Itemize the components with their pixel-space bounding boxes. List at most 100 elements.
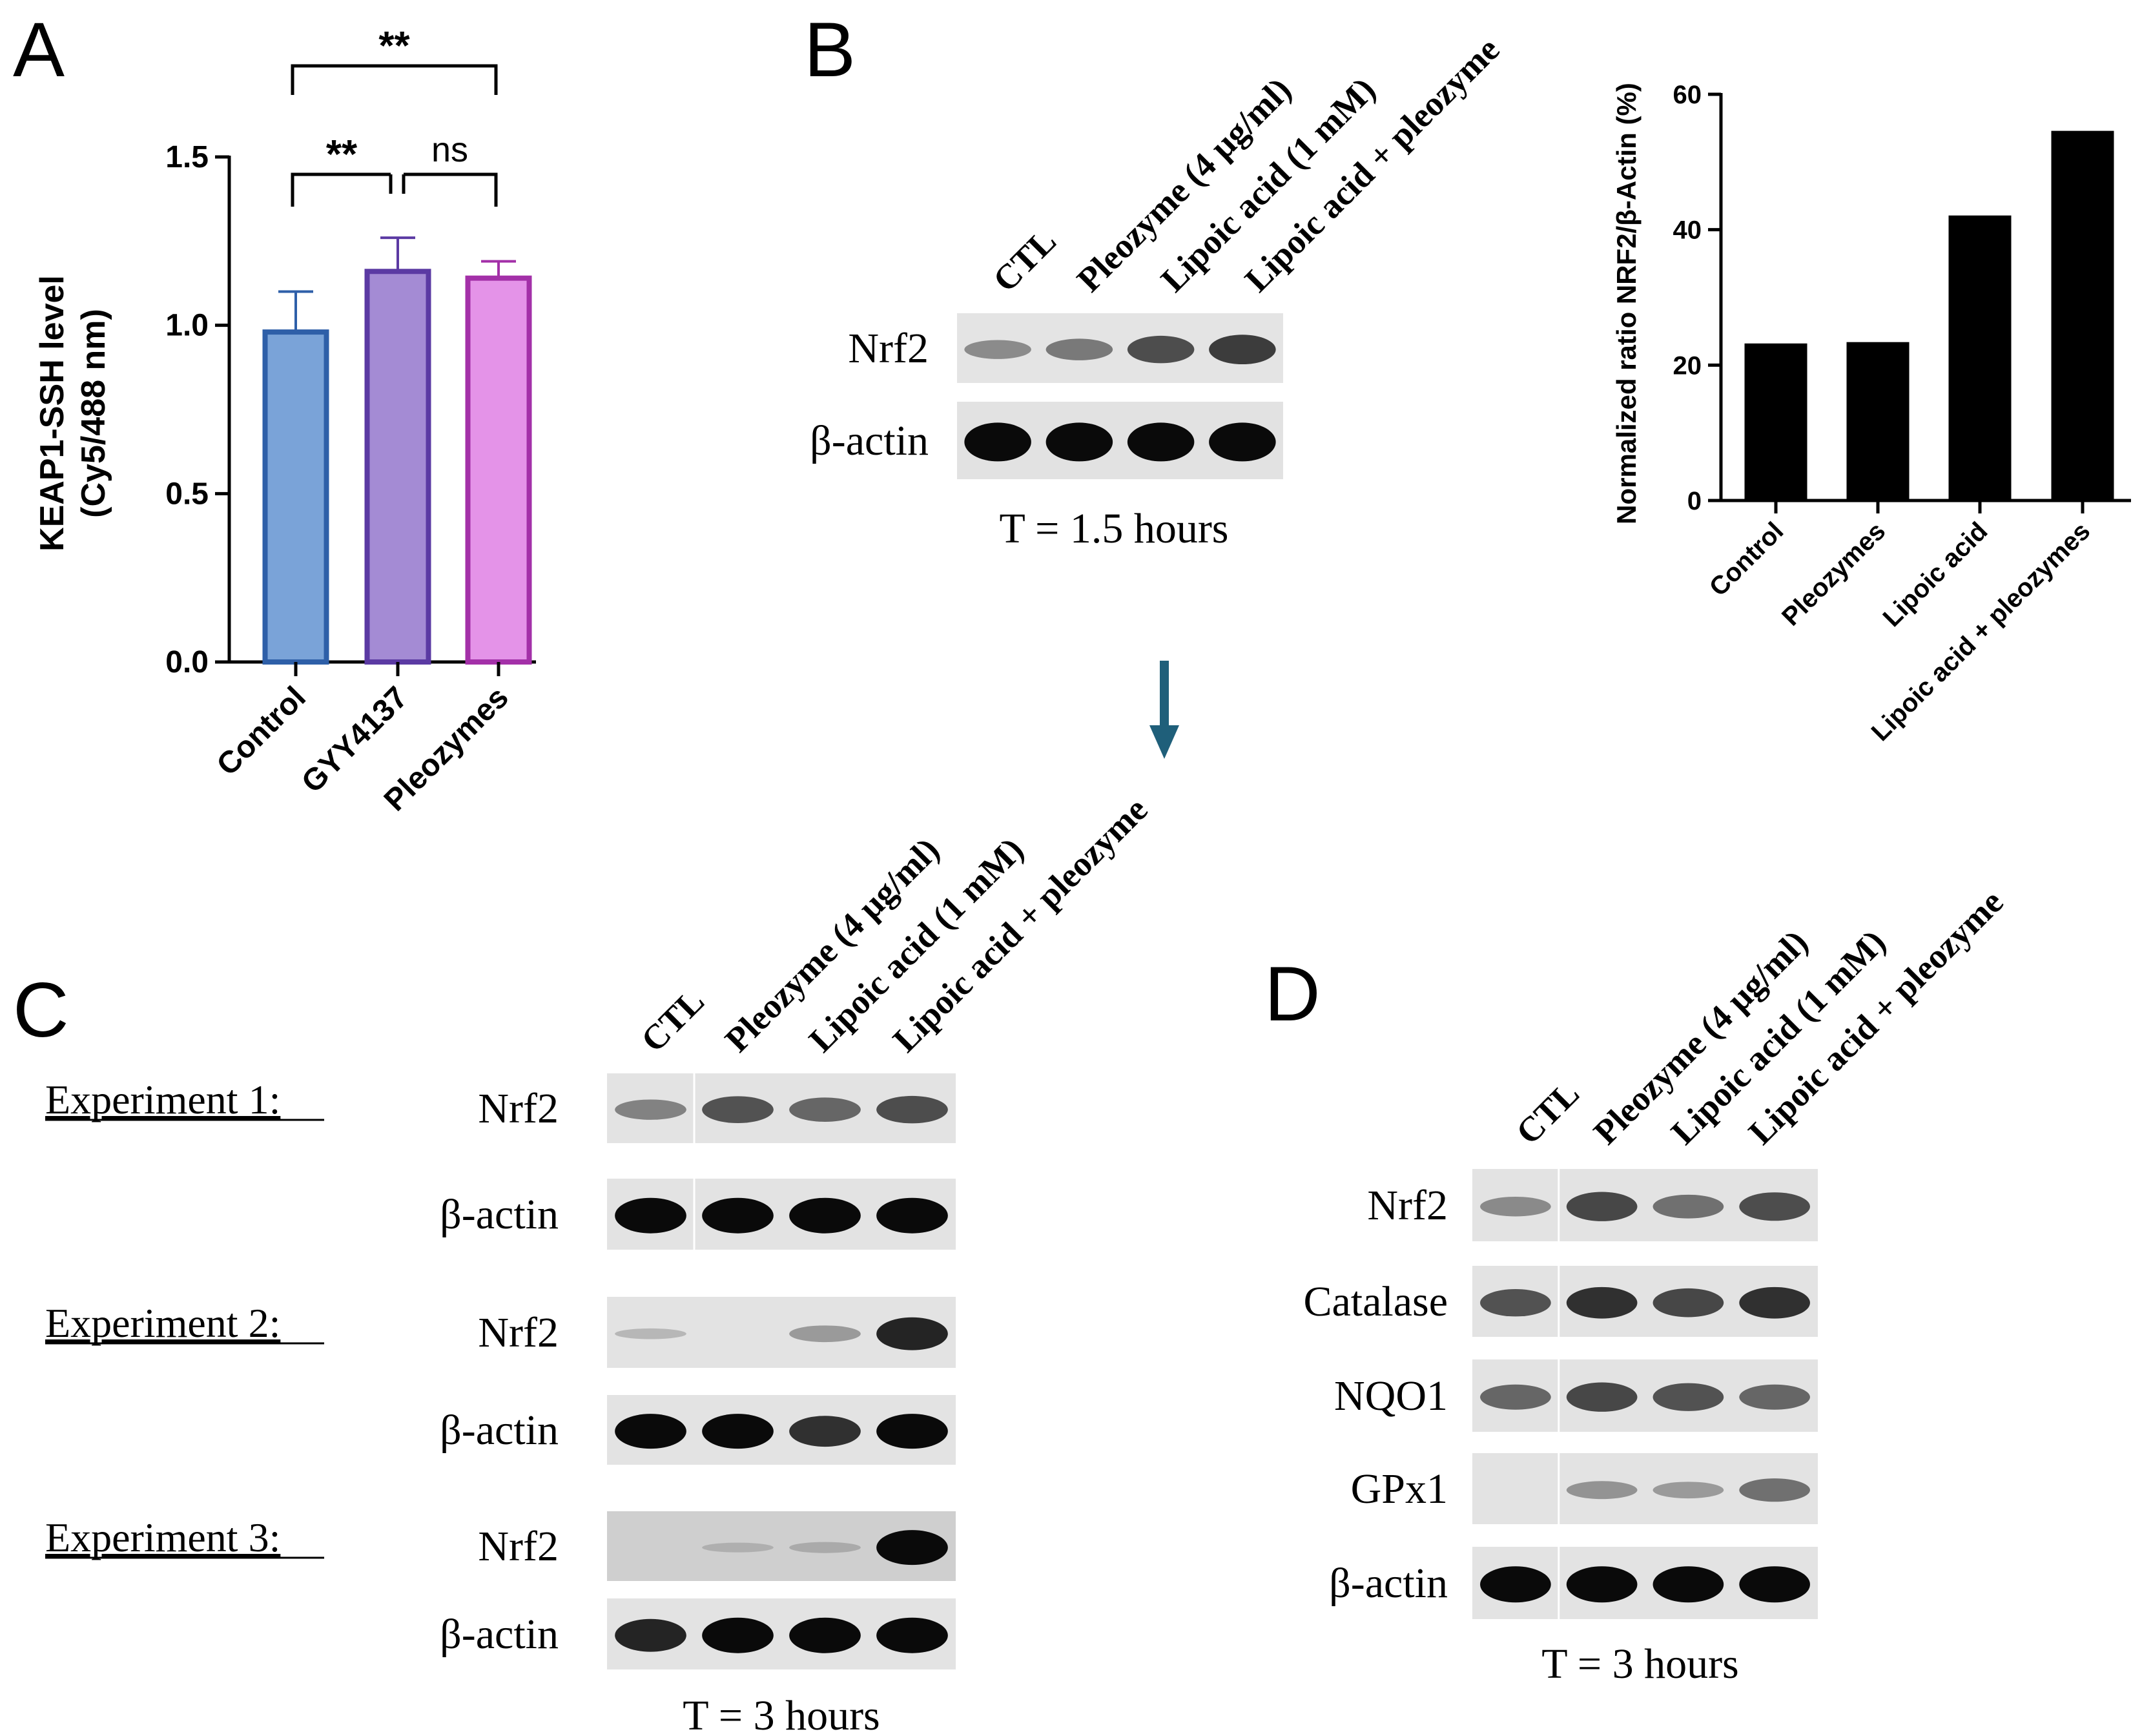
blot-band: [1209, 422, 1276, 462]
blot-band: [702, 1542, 774, 1553]
blot-band: [1480, 1288, 1551, 1317]
blot-band: [1566, 1566, 1638, 1603]
significance-label: **: [378, 24, 410, 68]
blot-band: [876, 1414, 948, 1449]
panel-label-b: B: [804, 6, 856, 93]
blot-band: [1480, 1566, 1551, 1603]
blot-band: [964, 340, 1031, 359]
blot-band: [1127, 422, 1195, 462]
blot-band: [1739, 1286, 1810, 1319]
blot-band: [789, 1197, 861, 1234]
y-axis-label: Normalized ratio NRF2/β-Actin (%): [1611, 83, 1642, 524]
blot-band: [1480, 1197, 1551, 1217]
y-tick-label: 0.5: [165, 477, 209, 511]
blot-row-label: β-actin: [440, 1191, 559, 1238]
blot-band: [1739, 1384, 1810, 1410]
blot-band: [876, 1317, 948, 1350]
significance-label: **: [326, 132, 358, 177]
blot-band: [789, 1416, 861, 1447]
blot-band: [702, 1617, 774, 1653]
chart-b: 0 20 40 60 Normalized ratio NRF2/β-Actin (%)…: [1611, 81, 2131, 747]
blot-band: [1045, 422, 1113, 462]
blot-d: CTL Pleozyme (4 µg/ml)Lipoic acid (1 mM)L…: [1303, 882, 2010, 1688]
y-axis-label-units: (Cy5/488 nm): [75, 309, 112, 518]
bar: [1948, 215, 2012, 501]
time-label: T = 3 hours: [1541, 1640, 1739, 1688]
significance-bracket: [291, 172, 391, 207]
y-tick-label: 1.0: [165, 309, 209, 343]
blot-band: [615, 1099, 686, 1120]
experiment-label: Experiment 1:: [45, 1077, 280, 1122]
lane-label: CTL: [1509, 1074, 1587, 1152]
blot-band: [615, 1618, 686, 1652]
blot-row-label: NQO1: [1334, 1372, 1448, 1420]
experiment-label: Experiment 3:: [45, 1514, 280, 1560]
y-tick-label: 1.5: [165, 140, 209, 174]
x-tick-label: Pleozymes: [1776, 517, 1891, 631]
bar: [1846, 342, 1910, 501]
blot-band: [964, 422, 1031, 462]
blot-b: CTL Pleozyme (4 µg/ml)Lipoic acid (1 mM)L…: [810, 30, 1507, 552]
blot-band: [789, 1542, 861, 1553]
lane-label: CTL: [633, 982, 712, 1060]
blot-band: [789, 1097, 861, 1122]
blot-band: [1566, 1286, 1638, 1319]
time-label: T = 1.5 hours: [999, 505, 1228, 552]
y-axis-label: KEAP1-SSH level: [34, 275, 71, 552]
time-label: T = 3 hours: [683, 1692, 880, 1736]
significance-bracket: [291, 64, 498, 95]
blot-band: [876, 1197, 948, 1234]
blot-row-label: β-actin: [440, 1407, 559, 1454]
blot-row-label: GPx1: [1351, 1465, 1448, 1513]
blot-band: [1653, 1383, 1724, 1411]
blot-band: [1127, 335, 1195, 364]
blot-band: [702, 1096, 774, 1124]
blot-row-label: β-actin: [810, 417, 929, 464]
blot-row-label: β-actin: [440, 1611, 559, 1658]
y-tick-label: 20: [1673, 351, 1702, 380]
y-tick-label: 0.0: [165, 645, 209, 679]
blot-band: [615, 1197, 686, 1234]
blot-band: [702, 1414, 774, 1449]
panel-label-d: D: [1264, 951, 1321, 1037]
bar: [1744, 343, 1807, 501]
blot-row-label: Nrf2: [478, 1523, 559, 1570]
blot-band: [789, 1325, 861, 1343]
blot-band: [876, 1095, 948, 1124]
x-tick-label: Control: [211, 680, 313, 782]
x-tick-label: Lipoic acid: [1878, 517, 1993, 632]
significance-bracket: [404, 172, 498, 207]
blot-band: [1739, 1566, 1810, 1603]
y-tick-label: 60: [1673, 81, 1702, 109]
blot-row-label: Nrf2: [1367, 1182, 1448, 1229]
down-arrow-icon: [1149, 661, 1179, 759]
bar: [2051, 130, 2114, 501]
significance-label: ns: [431, 130, 468, 169]
panel-label-c: C: [13, 967, 69, 1053]
blot-band: [1480, 1384, 1551, 1410]
blot-c: CTL Pleozyme (4 µg/ml)Lipoic acid (1 mM)L…: [45, 790, 1155, 1736]
blot-row-label: Nrf2: [848, 325, 929, 372]
blot-band: [1653, 1566, 1724, 1603]
experiment-label: Experiment 2:: [45, 1300, 280, 1346]
chart-a: 0.0 0.5 1.0 1.5 KEAP1-SSH level (Cy5/488 nm) C…: [34, 24, 536, 818]
blot-band: [876, 1617, 948, 1653]
lane-label: CTL: [985, 222, 1064, 300]
y-tick-label: 0: [1687, 487, 1702, 515]
blot-band: [876, 1530, 948, 1566]
blot-band: [702, 1197, 774, 1234]
blot-row-label: Nrf2: [478, 1309, 559, 1356]
blot-band: [1739, 1478, 1810, 1502]
blot-row-label: Catalase: [1303, 1278, 1448, 1325]
blot-band: [1653, 1288, 1724, 1318]
x-tick-label: Control: [1704, 517, 1789, 602]
bar: [364, 269, 431, 665]
blot-band: [789, 1617, 861, 1653]
blot-band: [1209, 335, 1276, 365]
blot-band: [1653, 1482, 1724, 1499]
blot-band: [1566, 1481, 1638, 1500]
blot-band: [615, 1328, 686, 1339]
x-tick-label: Lipoic acid + pleozymes: [1866, 517, 2096, 747]
blot-band: [1739, 1192, 1810, 1221]
blot-band: [1566, 1382, 1638, 1412]
